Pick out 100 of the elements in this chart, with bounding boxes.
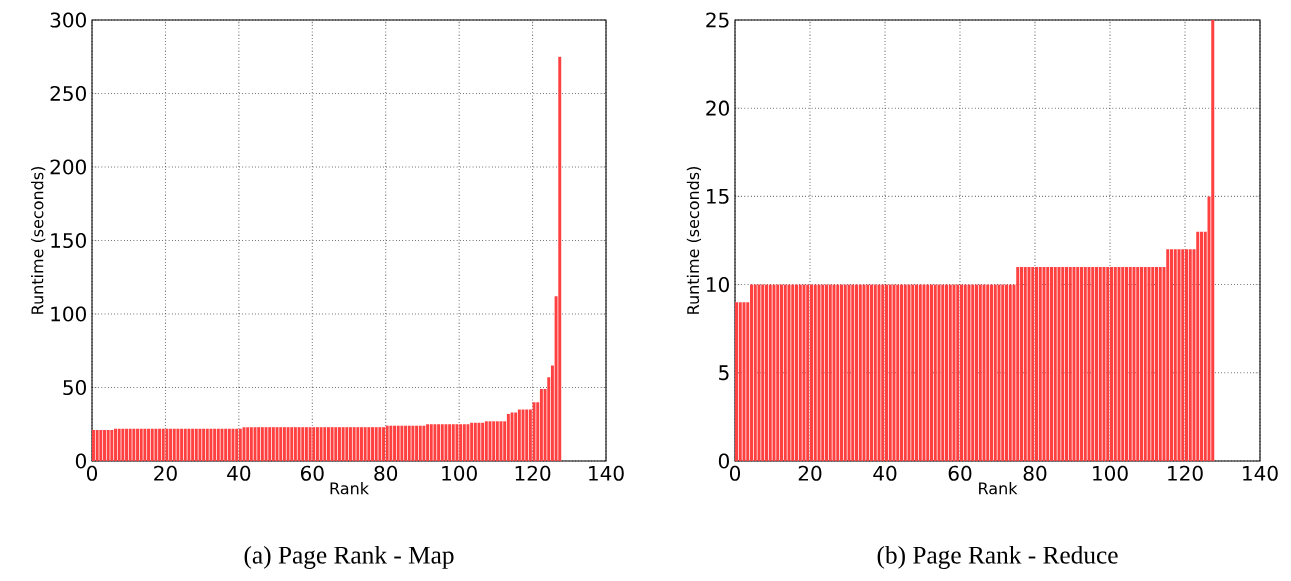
bar — [772, 284, 776, 461]
bar — [268, 427, 272, 461]
bar — [813, 284, 817, 461]
bar — [1087, 266, 1091, 461]
bar — [400, 425, 404, 461]
bar — [271, 427, 275, 461]
bar — [103, 430, 106, 461]
y-tick-label: 0 — [718, 453, 729, 469]
bar — [345, 427, 349, 461]
bar — [382, 427, 385, 461]
bar — [918, 284, 922, 461]
bar — [367, 427, 371, 461]
y-tick-label: 15 — [707, 188, 729, 204]
bar — [1106, 266, 1110, 461]
bar — [558, 56, 562, 461]
bar — [1065, 266, 1068, 461]
bar — [191, 428, 195, 461]
bar — [194, 428, 198, 461]
x-tick-label: 80 — [374, 465, 398, 481]
bar — [960, 284, 963, 461]
y-tick-label: 20 — [706, 100, 729, 116]
bar — [455, 424, 459, 461]
bar — [437, 424, 441, 461]
y-tick-label: 25 — [706, 12, 729, 28]
bar — [937, 284, 941, 461]
bar — [795, 284, 799, 461]
bar — [517, 409, 521, 461]
bar — [1125, 266, 1128, 461]
bar — [161, 428, 165, 461]
bar — [765, 284, 769, 461]
bar — [780, 284, 784, 461]
bar — [422, 425, 426, 461]
bar — [235, 428, 239, 461]
bar — [1170, 249, 1173, 461]
x-tick-label: 20 — [798, 465, 822, 481]
bar — [1098, 266, 1102, 461]
bar — [95, 430, 99, 461]
bar — [260, 427, 264, 461]
bar — [810, 284, 814, 461]
bar — [948, 284, 952, 461]
bar — [757, 284, 761, 461]
bar — [1181, 249, 1185, 461]
bar — [798, 284, 802, 461]
x-tick-label: 40 — [873, 465, 897, 481]
bar — [418, 425, 422, 461]
bar — [1102, 266, 1106, 461]
bar — [967, 284, 971, 461]
bar — [847, 284, 851, 461]
x-tick-label: 140 — [1243, 465, 1278, 481]
bar — [892, 284, 896, 461]
bar — [473, 422, 477, 461]
bar — [187, 428, 191, 461]
bar — [1147, 266, 1151, 461]
bar — [110, 430, 114, 461]
bar — [1211, 19, 1215, 461]
bar — [1095, 266, 1099, 461]
y-axis-title: Runtime (seconds) — [686, 166, 702, 314]
bar — [1132, 266, 1136, 461]
bar — [459, 424, 463, 461]
bar — [1196, 231, 1200, 461]
x-tick-label: 0 — [729, 465, 741, 481]
bar — [330, 427, 334, 461]
x-tick-label: 140 — [589, 465, 624, 481]
bar — [1023, 266, 1027, 461]
bar — [1177, 249, 1181, 461]
bar — [293, 427, 297, 461]
x-tick-label: 60 — [300, 465, 324, 481]
bar — [806, 284, 810, 461]
bar — [466, 424, 470, 461]
bar — [802, 284, 806, 461]
bar — [1200, 231, 1203, 461]
bar — [855, 284, 858, 461]
bar — [209, 428, 213, 461]
bar — [851, 284, 855, 461]
bar — [817, 284, 821, 461]
bar — [378, 427, 382, 461]
bar — [742, 302, 746, 461]
bar — [404, 425, 408, 461]
bar — [315, 427, 319, 461]
bar — [257, 427, 261, 461]
bar — [1121, 266, 1125, 461]
x-tick-label: 0 — [86, 465, 98, 481]
bar — [862, 284, 866, 461]
bar — [433, 424, 437, 461]
bar — [881, 284, 885, 461]
bar — [411, 425, 415, 461]
bar — [888, 284, 892, 461]
bar — [205, 428, 209, 461]
bar — [216, 428, 220, 461]
bar — [319, 427, 323, 461]
bar — [117, 428, 121, 461]
bar — [290, 427, 294, 461]
bar — [114, 428, 117, 461]
bar — [1158, 266, 1162, 461]
bar — [971, 284, 975, 461]
bar — [1188, 249, 1192, 461]
bar — [389, 425, 393, 461]
x-axis-title: Rank — [979, 481, 1018, 495]
bar — [1136, 266, 1140, 461]
bar — [776, 284, 780, 461]
